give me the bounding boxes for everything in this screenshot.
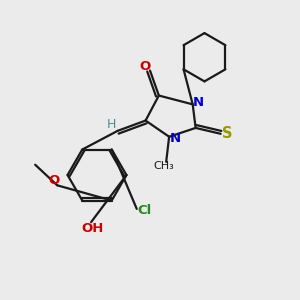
Text: OH: OH (81, 222, 104, 235)
Text: H: H (106, 118, 116, 131)
Text: N: N (169, 132, 181, 145)
Text: CH₃: CH₃ (153, 161, 174, 171)
Text: S: S (222, 126, 232, 141)
Text: O: O (139, 61, 150, 74)
Text: O: O (48, 174, 59, 188)
Text: N: N (192, 96, 204, 110)
Text: Cl: Cl (138, 204, 152, 217)
